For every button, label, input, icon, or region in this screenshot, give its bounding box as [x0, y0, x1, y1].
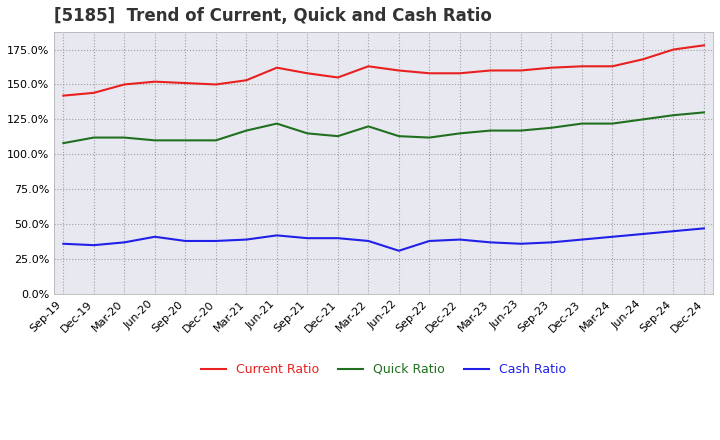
Quick Ratio [303, 131, 312, 136]
Current Ratio [181, 81, 189, 86]
Current Ratio [395, 68, 403, 73]
Current Ratio [486, 68, 495, 73]
Cash Ratio [395, 248, 403, 253]
Line: Quick Ratio: Quick Ratio [63, 112, 704, 143]
Legend: Current Ratio, Quick Ratio, Cash Ratio: Current Ratio, Quick Ratio, Cash Ratio [197, 358, 571, 381]
Quick Ratio [181, 138, 189, 143]
Current Ratio [242, 77, 251, 83]
Quick Ratio [639, 117, 647, 122]
Current Ratio [120, 82, 129, 87]
Cash Ratio [212, 238, 220, 244]
Current Ratio [425, 71, 433, 76]
Quick Ratio [669, 113, 678, 118]
Quick Ratio [486, 128, 495, 133]
Quick Ratio [395, 133, 403, 139]
Current Ratio [273, 65, 282, 70]
Current Ratio [700, 43, 708, 48]
Quick Ratio [89, 135, 98, 140]
Text: [5185]  Trend of Current, Quick and Cash Ratio: [5185] Trend of Current, Quick and Cash … [54, 7, 492, 25]
Quick Ratio [456, 131, 464, 136]
Quick Ratio [242, 128, 251, 133]
Cash Ratio [577, 237, 586, 242]
Cash Ratio [608, 234, 617, 239]
Cash Ratio [273, 233, 282, 238]
Cash Ratio [700, 226, 708, 231]
Quick Ratio [150, 138, 159, 143]
Current Ratio [333, 75, 342, 80]
Cash Ratio [364, 238, 373, 244]
Cash Ratio [89, 242, 98, 248]
Quick Ratio [364, 124, 373, 129]
Quick Ratio [516, 128, 525, 133]
Line: Cash Ratio: Cash Ratio [63, 228, 704, 251]
Cash Ratio [486, 240, 495, 245]
Cash Ratio [333, 235, 342, 241]
Line: Current Ratio: Current Ratio [63, 45, 704, 95]
Cash Ratio [59, 241, 68, 246]
Current Ratio [577, 64, 586, 69]
Quick Ratio [333, 133, 342, 139]
Cash Ratio [242, 237, 251, 242]
Cash Ratio [669, 228, 678, 234]
Cash Ratio [120, 240, 129, 245]
Current Ratio [456, 71, 464, 76]
Quick Ratio [547, 125, 556, 130]
Cash Ratio [639, 231, 647, 237]
Quick Ratio [120, 135, 129, 140]
Current Ratio [364, 64, 373, 69]
Cash Ratio [547, 240, 556, 245]
Quick Ratio [608, 121, 617, 126]
Quick Ratio [59, 140, 68, 146]
Quick Ratio [577, 121, 586, 126]
Current Ratio [516, 68, 525, 73]
Quick Ratio [425, 135, 433, 140]
Cash Ratio [516, 241, 525, 246]
Cash Ratio [456, 237, 464, 242]
Quick Ratio [273, 121, 282, 126]
Current Ratio [608, 64, 617, 69]
Cash Ratio [303, 235, 312, 241]
Current Ratio [212, 82, 220, 87]
Quick Ratio [212, 138, 220, 143]
Current Ratio [303, 71, 312, 76]
Current Ratio [547, 65, 556, 70]
Cash Ratio [181, 238, 189, 244]
Quick Ratio [700, 110, 708, 115]
Cash Ratio [425, 238, 433, 244]
Cash Ratio [150, 234, 159, 239]
Current Ratio [639, 57, 647, 62]
Current Ratio [669, 47, 678, 52]
Current Ratio [59, 93, 68, 98]
Current Ratio [150, 79, 159, 84]
Current Ratio [89, 90, 98, 95]
